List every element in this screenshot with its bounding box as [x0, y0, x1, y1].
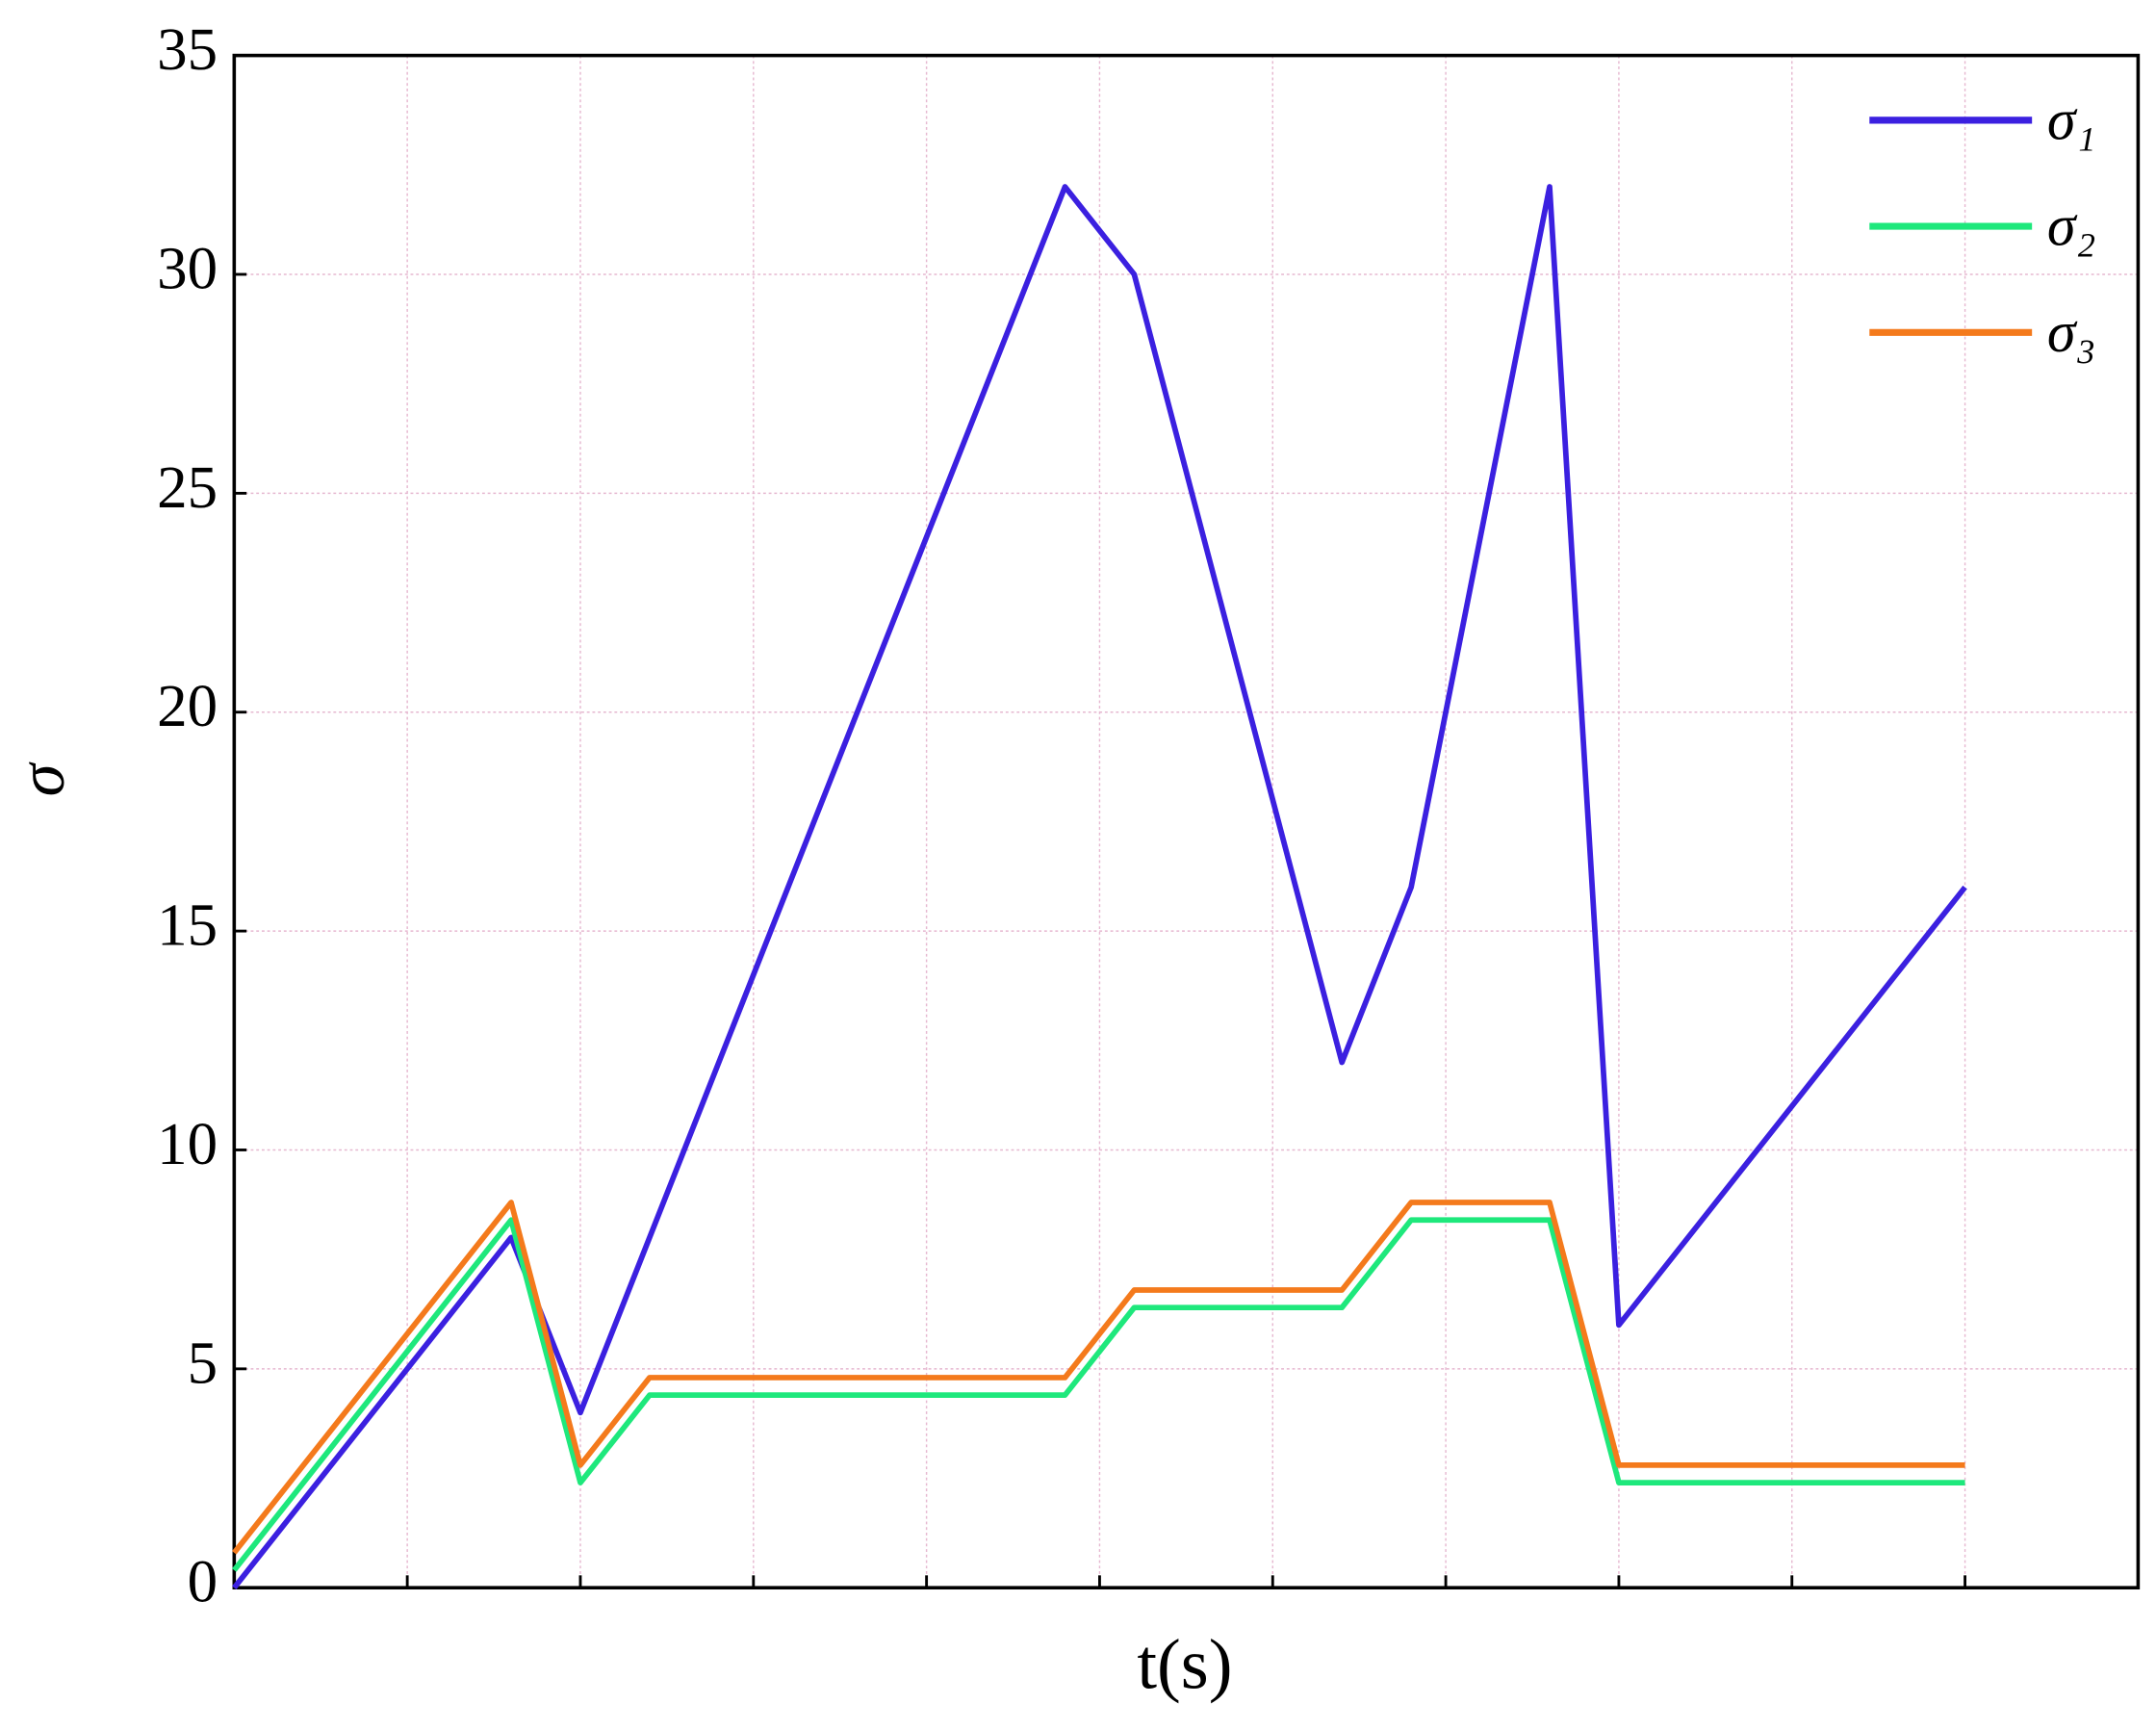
- series-line: [232, 1217, 1965, 1572]
- plot-frame: [232, 53, 2141, 1590]
- y-tick-label: 30: [157, 234, 218, 301]
- series-line: [232, 1200, 1965, 1555]
- x-axis-label: t(s): [1137, 1626, 1232, 1705]
- y-tick-label: 10: [157, 1110, 218, 1177]
- y-tick-label: 15: [157, 891, 218, 959]
- y-tick-label: 0: [188, 1548, 218, 1615]
- y-tick-label: 25: [157, 453, 218, 521]
- y-tick-label: 5: [188, 1329, 218, 1396]
- y-tick-label: 35: [157, 15, 218, 83]
- y-tick-label: 20: [157, 672, 218, 739]
- legend-label: σ₁: [2047, 88, 2096, 152]
- legend-label: σ₂: [2047, 194, 2096, 259]
- y-axis-label: σ: [5, 761, 78, 796]
- series-line: [232, 184, 1967, 1589]
- legend-label: σ₃: [2047, 300, 2096, 365]
